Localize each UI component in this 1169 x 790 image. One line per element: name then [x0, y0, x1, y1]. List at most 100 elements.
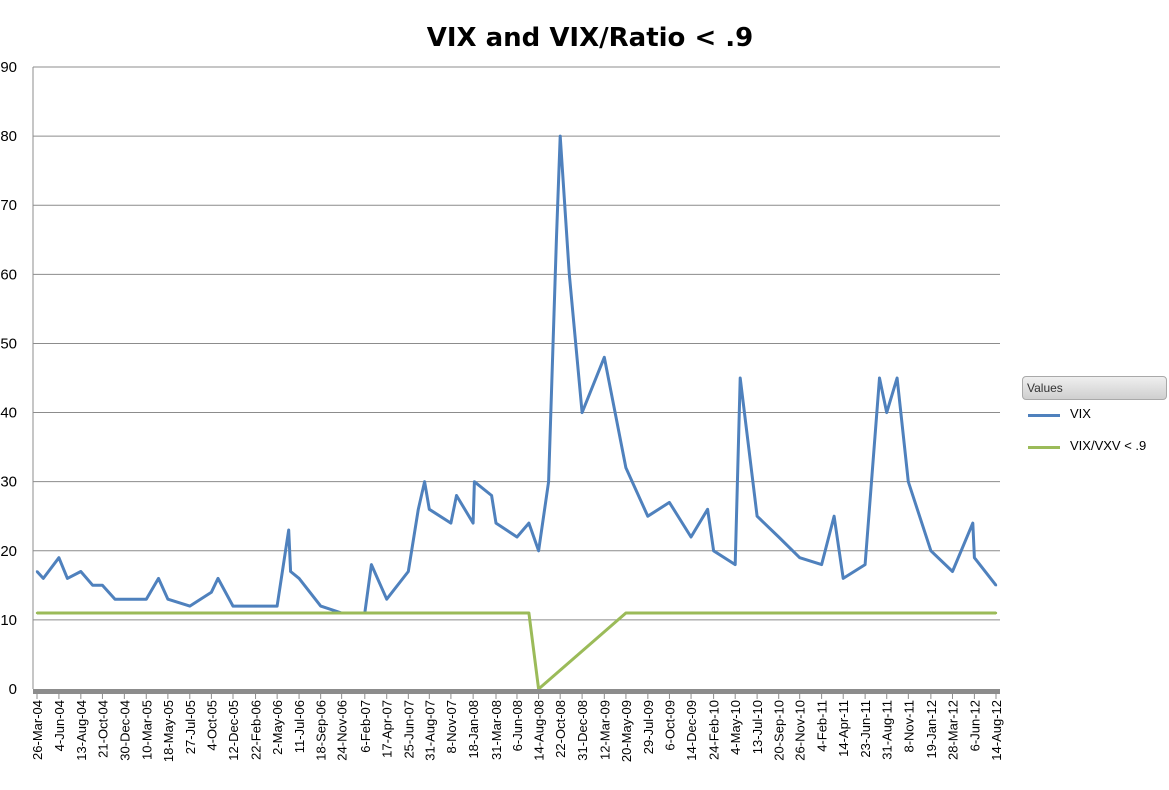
- data-point-0-67: [973, 556, 976, 559]
- y-tick-label: 90: [0, 59, 17, 76]
- data-point-0-46: [646, 515, 649, 518]
- data-point-0-6: [101, 584, 104, 587]
- x-tick-label: 6-Feb-07: [358, 700, 373, 753]
- data-point-1-19: [319, 611, 322, 615]
- data-point-0-51: [734, 563, 737, 566]
- x-tick-label: 4-Oct-05: [204, 700, 219, 751]
- y-tick-label: 0: [9, 681, 17, 698]
- x-tick-label: 8-Nov-07: [444, 700, 459, 753]
- data-point-0-63: [907, 480, 910, 483]
- data-point-0-42: [568, 273, 571, 276]
- data-point-0-56: [820, 563, 823, 566]
- data-point-1-16: [254, 611, 257, 615]
- data-point-1-12: [199, 611, 202, 615]
- x-tick-label: 12-Dec-05: [226, 700, 241, 761]
- data-point-1-43: [885, 611, 888, 615]
- x-tick-label: 20-May-09: [619, 700, 634, 762]
- data-point-0-54: [777, 535, 780, 539]
- data-point-1-15: [231, 611, 235, 615]
- data-point-0-3: [66, 577, 69, 580]
- y-tick-label: 50: [0, 335, 17, 352]
- data-point-1-13: [210, 611, 213, 615]
- data-point-0-39: [547, 480, 550, 483]
- data-point-0-10: [157, 577, 160, 580]
- x-tick-label: 28-Mar-12: [945, 700, 960, 760]
- x-tick-label: 13-Jul-10: [750, 700, 765, 754]
- x-tick-label: 14-Apr-11: [836, 700, 851, 757]
- data-point-0-9: [145, 598, 148, 601]
- x-tick-label: 6-Oct-09: [662, 700, 677, 751]
- x-tick-label: 25-Jun-07: [401, 700, 416, 759]
- data-point-0-48: [689, 535, 693, 539]
- data-point-1-4: [63, 611, 66, 615]
- data-point-1-6: [85, 611, 89, 615]
- x-tick-label: 13-Aug-04: [74, 700, 89, 761]
- data-point-1-23: [407, 611, 410, 615]
- data-point-1-46: [951, 611, 954, 615]
- x-tick-label: 24-Feb-10: [707, 700, 722, 760]
- x-tick-label: 21-Oct-04: [95, 700, 110, 758]
- x-tick-label: 31-Aug-07: [422, 700, 437, 761]
- data-point-0-14: [216, 577, 220, 580]
- gridlines: [32, 66, 1000, 689]
- x-tick-label: 2-May-06: [270, 700, 285, 755]
- x-tick-label: 4-Jun-04: [52, 700, 67, 751]
- data-point-0-60: [878, 376, 881, 380]
- data-point-1-27: [494, 611, 498, 615]
- data-point-0-31: [455, 494, 458, 497]
- x-tick-label: 20-Sep-10: [772, 700, 787, 761]
- legend-label-ratio: VIX/VXV < .9: [1070, 438, 1147, 453]
- data-point-1-31: [624, 611, 628, 615]
- data-point-0-17: [275, 604, 279, 608]
- data-point-0-19: [289, 570, 292, 573]
- x-tick-label: 14-Dec-09: [684, 700, 699, 761]
- data-point-1-47: [973, 611, 976, 615]
- data-point-1-26: [449, 611, 453, 615]
- y-tick-label: 70: [0, 197, 17, 214]
- data-point-1-8: [135, 611, 138, 615]
- legend-swatch-vix: [1028, 414, 1060, 417]
- series-line-1: [37, 611, 996, 691]
- data-point-1-11: [188, 611, 191, 615]
- y-tick-label: 40: [0, 405, 17, 422]
- data-point-1-48: [994, 611, 998, 615]
- data-point-1-42: [863, 611, 867, 615]
- series-line-0: [35, 134, 998, 615]
- data-point-0-40: [555, 238, 558, 241]
- data-point-0-47: [668, 501, 671, 504]
- data-point-0-50: [712, 549, 715, 552]
- legend-swatch-ratio: [1028, 446, 1060, 449]
- data-point-0-30: [449, 521, 453, 525]
- data-point-0-16: [254, 604, 257, 608]
- x-tick-label: 19-Jan-12: [924, 700, 939, 759]
- y-axis: 0 10 20 30 40 50 60 70 80 90: [0, 59, 17, 698]
- x-tick-label: 31-Dec-08: [575, 700, 590, 761]
- data-point-1-36: [734, 611, 737, 615]
- data-point-1-7: [123, 611, 126, 615]
- x-axis: 26-Mar-04 4-Jun-04 13-Aug-04 21-Oct-04 30-De…: [30, 689, 1004, 762]
- data-point-0-66: [971, 521, 974, 525]
- x-tick-label: 18-May-05: [161, 700, 176, 762]
- plot-area: [35, 134, 998, 691]
- legend-label-vix: VIX: [1070, 406, 1091, 421]
- x-tick-label: 8-Nov-11: [901, 700, 916, 753]
- data-point-1-38: [777, 611, 780, 615]
- data-point-1-33: [668, 611, 671, 615]
- y-tick-label: 20: [0, 543, 17, 560]
- legend: Values VIX VIX/VXV < .9: [1022, 376, 1167, 464]
- data-point-0-43: [580, 411, 584, 414]
- x-tick-label: 12-Mar-09: [597, 700, 612, 760]
- y-tick-label: 60: [0, 266, 17, 283]
- x-tick-label: 4-Feb-11: [815, 700, 830, 752]
- data-point-1-29: [527, 611, 531, 615]
- data-point-0-25: [385, 598, 388, 601]
- data-point-1-22: [385, 611, 388, 615]
- data-point-1-24: [417, 611, 420, 615]
- data-point-0-52: [739, 376, 742, 380]
- legend-item-ratio: VIX/VXV < .9: [1022, 432, 1167, 464]
- data-point-1-37: [755, 611, 759, 615]
- data-point-0-15: [231, 604, 235, 608]
- x-tick-label: 11-Jul-06: [292, 700, 307, 753]
- data-point-0-24: [370, 563, 373, 566]
